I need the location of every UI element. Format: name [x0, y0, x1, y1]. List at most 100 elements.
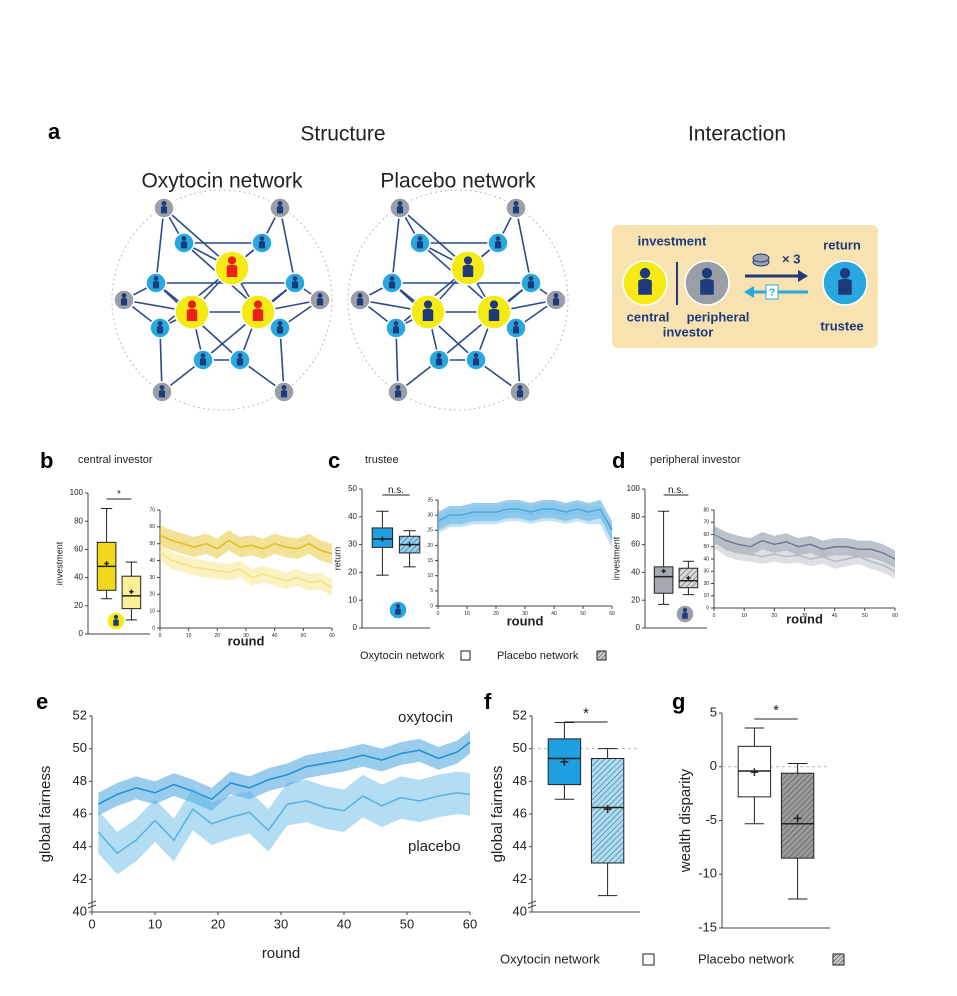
person-head: [397, 201, 403, 206]
legend-label: Oxytocin network: [360, 650, 445, 662]
y-tick-label: 30: [149, 575, 155, 581]
person-head: [393, 321, 399, 326]
legend-label: Placebo network: [497, 650, 579, 662]
series-annotation: oxytocin: [398, 709, 453, 726]
person-head: [513, 321, 519, 326]
person-head: [227, 256, 237, 265]
person-body: [512, 326, 520, 334]
y-tick-label: 20: [74, 601, 83, 610]
y-tick-label: -5: [705, 812, 717, 827]
y-tick-label: 46: [73, 805, 87, 820]
y-tick-label: 80: [703, 507, 709, 513]
person-head: [157, 321, 163, 326]
y-tick-label: 20: [703, 581, 709, 587]
y-tick-label: 50: [703, 544, 709, 550]
person-body: [700, 278, 714, 295]
person-head: [292, 276, 298, 281]
interaction-label: investor: [663, 324, 714, 339]
axis-break: [527, 900, 537, 909]
person-body: [396, 206, 404, 214]
network: [111, 189, 333, 411]
y-tick-label: 46: [513, 805, 527, 820]
person-head: [463, 256, 473, 265]
y-tick-label: 100: [627, 484, 641, 493]
person-head: [395, 385, 401, 390]
series-line: [97, 741, 471, 805]
x-axis-label: round: [786, 611, 823, 626]
person-body: [152, 281, 160, 289]
person-body: [276, 326, 284, 334]
interaction-title: Interaction: [688, 123, 786, 146]
axis-break: [87, 900, 97, 909]
person-body: [276, 206, 284, 214]
y-tick-label: 80: [74, 516, 83, 525]
panel-label: d: [612, 448, 625, 473]
arrow-head: [798, 270, 808, 282]
person-body: [516, 390, 524, 398]
interaction-label: ?: [769, 288, 775, 299]
mean-marker: [129, 589, 134, 594]
person-body: [160, 206, 168, 214]
mean-marker: [407, 542, 413, 548]
person-head: [436, 353, 442, 358]
interaction-label: × 3: [782, 251, 800, 266]
interaction-label: investment: [638, 233, 707, 248]
person-body: [422, 308, 434, 322]
person-head: [528, 276, 534, 281]
y-tick-label: 25: [427, 528, 433, 534]
y-tick-label: 80: [631, 512, 640, 521]
x-tick-label: 10: [148, 917, 162, 932]
person-body: [527, 281, 535, 289]
y-tick-label: 0: [430, 603, 433, 609]
x-tick-label: 20: [772, 613, 778, 619]
significance: *: [117, 489, 121, 500]
legend-swatch: [460, 650, 471, 661]
y-tick-label: 42: [513, 871, 527, 886]
person-body: [236, 358, 244, 366]
mean-marker: [560, 757, 569, 766]
y-tick-label: 50: [73, 740, 87, 755]
person-body: [356, 298, 364, 306]
x-tick-label: 50: [580, 611, 586, 617]
network-edge: [391, 207, 401, 284]
person-head: [395, 603, 401, 609]
significance: n.s.: [388, 485, 404, 496]
network-ring: [347, 189, 569, 411]
legend-swatch: [596, 650, 607, 661]
y-axis-label: global fairness: [489, 766, 506, 863]
person-body: [113, 619, 119, 626]
mean-marker: [104, 561, 109, 566]
person-body: [472, 358, 480, 366]
person-body: [394, 390, 402, 398]
person-head: [553, 293, 559, 298]
network-ring: [111, 189, 333, 411]
person-head: [121, 293, 127, 298]
y-tick-label: 20: [427, 543, 433, 549]
y-tick-label: 50: [348, 484, 357, 493]
person-head: [181, 236, 187, 241]
y-tick-label: -15: [698, 919, 717, 934]
x-tick-label: 60: [609, 611, 615, 617]
coin-icon: [752, 253, 770, 263]
network-edge: [279, 207, 296, 284]
y-tick-label: 44: [513, 838, 527, 853]
person-body: [280, 390, 288, 398]
x-tick-label: 60: [329, 633, 335, 639]
person-body: [638, 278, 652, 295]
structure-title: Structure: [300, 123, 385, 146]
x-tick-label: 10: [464, 611, 470, 617]
person-body: [388, 281, 396, 289]
interaction-diagram: investment × 3 ? return central peripher…: [612, 225, 878, 348]
y-tick-label: 48: [73, 773, 87, 788]
interaction-label: central: [627, 309, 670, 324]
error-band: [714, 525, 895, 568]
chart-title: trustee: [365, 454, 399, 466]
x-tick-label: 10: [741, 613, 747, 619]
person-head: [489, 300, 499, 309]
y-tick-label: 60: [74, 545, 83, 554]
x-tick-label: 60: [463, 917, 477, 932]
y-tick-label: 0: [706, 605, 709, 611]
x-tick-label: 30: [522, 611, 528, 617]
person-body: [186, 308, 198, 322]
box: [653, 566, 674, 594]
